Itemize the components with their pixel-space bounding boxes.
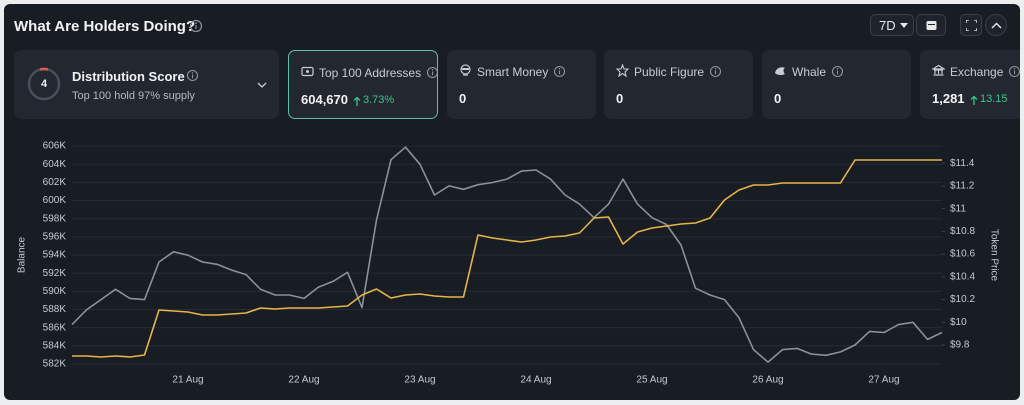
info-icon[interactable] <box>426 66 437 79</box>
y-tick-label: 598K <box>43 213 67 224</box>
info-icon[interactable] <box>186 69 199 82</box>
metric-label: Public Figure <box>634 65 705 79</box>
up-arrow <box>970 93 978 105</box>
y-tick-label: 602K <box>43 177 67 188</box>
y-tick-label: 594K <box>43 250 67 261</box>
y-tick-label: 582K <box>43 359 67 370</box>
metric-card[interactable]: Public Figure 0 <box>604 50 753 119</box>
x-tick-label: 23 Aug <box>404 375 435 386</box>
fullscreen-button[interactable] <box>960 14 982 36</box>
metric-label: Whale <box>792 65 827 79</box>
metric-icon <box>459 64 472 77</box>
metric-card[interactable]: Smart Money 0 <box>447 50 596 119</box>
balance-line <box>72 159 942 358</box>
x-tick-label: 24 Aug <box>520 375 551 386</box>
y-tick-label: 606K <box>43 141 67 152</box>
chevron-down-icon <box>257 82 267 88</box>
x-tick-label: 21 Aug <box>172 375 203 386</box>
y-tick-label: 592K <box>43 268 67 279</box>
y2-tick-label: $10.2 <box>950 294 975 305</box>
dropdown-icon <box>900 23 908 28</box>
metric-value: 604,670 <box>301 92 348 107</box>
x-tick-label: 22 Aug <box>288 375 319 386</box>
calendar-icon <box>926 21 937 30</box>
y2-tick-label: $10.6 <box>950 249 975 260</box>
metric-icon <box>774 64 787 77</box>
metric-value: 0 <box>459 91 467 106</box>
y2-tick-label: $11.4 <box>950 158 975 169</box>
metric-change: 13.15 <box>980 93 1008 105</box>
y-tick-label: 590K <box>43 286 67 297</box>
metric-value: 0 <box>616 91 624 106</box>
metric-label: Top 100 Addresses <box>319 66 422 80</box>
info-icon[interactable] <box>1008 65 1020 78</box>
metric-value: 1,281 <box>932 91 965 106</box>
y2-tick-label: $10 <box>950 317 967 328</box>
calendar-button[interactable] <box>916 14 946 36</box>
metric-icon <box>301 65 314 78</box>
info-icon[interactable] <box>553 65 566 78</box>
y-tick-label: 600K <box>43 195 67 206</box>
metric-icon <box>615 63 630 78</box>
y-tick-label: 586K <box>43 322 67 333</box>
price-line <box>71 146 943 363</box>
distribution-card[interactable]: 4 Distribution Score Top 100 hold 97% su… <box>14 50 279 119</box>
info-icon[interactable] <box>709 65 722 78</box>
info-icon[interactable] <box>831 65 844 78</box>
x-tick-label: 25 Aug <box>636 375 667 386</box>
chevron-up-icon <box>991 22 1002 29</box>
y2-tick-label: $11 <box>950 203 966 214</box>
collapse-button[interactable] <box>985 14 1007 36</box>
y-tick-label: 604K <box>43 159 67 170</box>
holders-panel: 582K 584K 586K 588K 590K 592K 594K 596K 598K 600K… <box>4 4 1020 400</box>
y2-axis-title: Token Price <box>988 229 999 282</box>
metric-card[interactable]: Whale 0 <box>762 50 911 119</box>
y2-tick-label: $9.8 <box>950 340 970 351</box>
y-axis-title: Balance <box>17 236 28 273</box>
y-tick-label: 596K <box>43 231 67 242</box>
range-label: 7D <box>879 18 896 33</box>
y2-tick-label: $10.4 <box>950 271 975 282</box>
y-tick-label: 588K <box>43 304 67 315</box>
up-arrow <box>353 94 361 106</box>
range-select[interactable]: 7D <box>870 14 914 36</box>
fullscreen-icon <box>966 20 977 31</box>
distribution-title: Distribution Score <box>72 69 185 84</box>
metric-card[interactable]: Exchange 1,281 13.15 <box>920 50 1020 119</box>
score-value: 4 <box>40 78 48 90</box>
metric-change: 3.73% <box>363 94 395 106</box>
metric-value: 0 <box>774 91 782 106</box>
y2-tick-label: $10.8 <box>950 226 975 237</box>
metric-card[interactable]: Top 100 Addresses 604,670 3.73% <box>288 50 438 119</box>
info-icon[interactable] <box>189 19 203 33</box>
x-tick-label: 27 Aug <box>868 375 899 386</box>
distribution-subtitle: Top 100 hold 97% supply <box>72 90 195 102</box>
y2-tick-label: $11.2 <box>950 181 975 192</box>
metric-label: Exchange <box>950 65 1004 79</box>
score-ring <box>27 67 61 101</box>
y-tick-label: 584K <box>43 340 67 351</box>
panel-title: What Are Holders Doing? <box>14 18 196 35</box>
x-tick-label: 26 Aug <box>752 375 783 386</box>
metric-label: Smart Money <box>477 65 549 79</box>
chart: 582K 584K 586K 588K 590K 592K 594K 596K 598K 600K… <box>17 141 1000 386</box>
metric-icon <box>930 64 947 77</box>
